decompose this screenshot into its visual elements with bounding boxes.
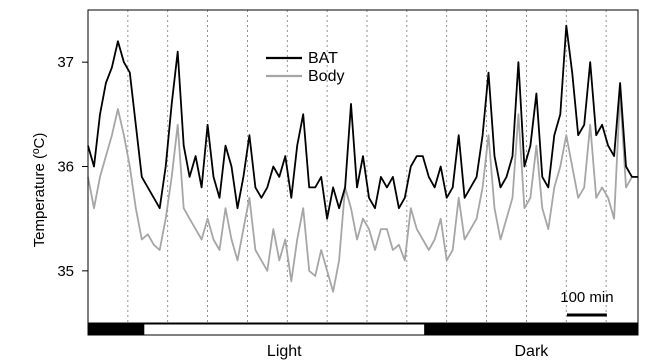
phase-label-light: Light (267, 343, 302, 360)
y-tick-label: 35 (57, 263, 74, 280)
phase-segment-dark (424, 323, 639, 336)
y-axis-title: Temperature (ºC) (31, 133, 48, 248)
plot-frame (87, 9, 639, 324)
grid-lines (127, 10, 607, 323)
light-dark-labels: Light Dark (267, 343, 549, 360)
light-dark-bar (87, 323, 639, 336)
phase-label-dark: Dark (514, 343, 549, 360)
series-line-bat (87, 24, 638, 220)
series-line-body (87, 92, 638, 293)
y-tick-label: 37 (57, 54, 74, 71)
phase-segment-light (143, 323, 426, 336)
series-group (87, 24, 638, 293)
y-axis: 35 36 37 (57, 54, 88, 280)
scale-bar-label: 100 min (560, 289, 613, 306)
y-tick-label: 36 (57, 159, 74, 176)
phase-segment-dark (87, 323, 145, 336)
legend-label-bat: BAT (308, 50, 338, 67)
scale-bar: 100 min (560, 289, 614, 317)
legend-label-body: Body (308, 68, 344, 85)
